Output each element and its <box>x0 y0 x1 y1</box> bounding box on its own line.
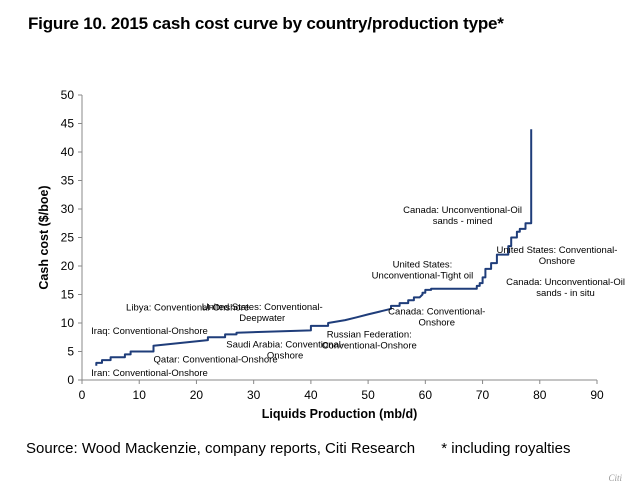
annotation-line: Canada: Unconventional-Oil <box>403 205 522 216</box>
annotation-line: Canada: Unconventional-Oil <box>506 277 625 288</box>
annotation-line: Libya: Conventional-Onshore <box>126 302 249 313</box>
chart-series <box>95 129 533 366</box>
x-tick-label: 0 <box>79 388 86 402</box>
annotation-line: United States: <box>393 260 453 271</box>
annotation-line: United States: Conventional- <box>202 302 323 313</box>
y-tick-label: 50 <box>61 88 75 102</box>
y-tick-label: 15 <box>61 288 75 302</box>
citi-watermark: Citi <box>608 473 622 483</box>
cost-curve-line <box>95 129 533 366</box>
y-tick-label: 5 <box>67 345 74 359</box>
x-tick-label: 10 <box>133 388 147 402</box>
annotation-line: Saudi Arabia: Conventional- <box>226 340 344 351</box>
y-tick-label: 45 <box>61 117 75 131</box>
y-tick-labels: 0 5 10 15 20 25 30 35 40 45 50 <box>61 88 75 387</box>
annotation-line: sands - mined <box>433 216 493 227</box>
annotation-label: Qatar: Conventional-Onshore <box>154 354 278 365</box>
annotation-label: Saudi Arabia: Conventional-Onshore <box>226 340 344 362</box>
annotation-line: Iran: Conventional-Onshore <box>91 368 208 379</box>
figure-title: Figure 10. 2015 cash cost curve by count… <box>28 14 504 33</box>
annotation-line: Qatar: Conventional-Onshore <box>154 354 278 365</box>
annotation-line: sands - in situ <box>536 288 595 299</box>
chart-annotations: Iran: Conventional-Onshore Qatar: Convent… <box>91 205 625 379</box>
annotation-label: Iraq: Conventional-Onshore <box>91 326 208 337</box>
annotation-line: United States: Conventional- <box>496 245 617 256</box>
annotation-line: Conventional-Onshore <box>322 340 417 351</box>
annotation-label: Libya: Conventional-Onshore <box>126 302 249 313</box>
x-axis-label: Liquids Production (mb/d) <box>262 407 418 421</box>
y-tick-label: 20 <box>61 259 75 273</box>
y-tick-label: 25 <box>61 231 75 245</box>
source-line: Source: Wood Mackenzie, company reports,… <box>26 440 570 457</box>
annotation-label: United States: Conventional-Onshore <box>496 245 617 267</box>
annotation-label: Canada: Conventional-Onshore <box>388 306 485 328</box>
y-tick-label: 30 <box>61 202 75 216</box>
y-tick-label: 40 <box>61 145 75 159</box>
y-tick-label: 35 <box>61 174 75 188</box>
annotation-line: Russian Federation: <box>327 329 412 340</box>
x-tick-label: 40 <box>304 388 318 402</box>
x-tick-label: 90 <box>590 388 604 402</box>
cash-cost-chart: 0 10 20 30 40 50 60 70 80 90 0 5 10 15 20 25 30 35 40 45 50… <box>37 88 625 421</box>
x-tick-label: 50 <box>361 388 375 402</box>
y-axis-label: Cash cost ($/boe) <box>37 185 51 289</box>
annotation-line: Iraq: Conventional-Onshore <box>91 326 208 337</box>
annotation-line: Onshore <box>539 256 575 267</box>
annotation-label: Iran: Conventional-Onshore <box>91 368 208 379</box>
annotation-line: Deepwater <box>239 313 285 324</box>
annotation-line: Unconventional-Tight oil <box>372 271 474 282</box>
annotation-label: Russian Federation: Conventional-Onshore <box>322 329 417 351</box>
annotation-line: Canada: Conventional- <box>388 306 485 317</box>
y-tick-label: 10 <box>61 316 75 330</box>
source-text: Source: Wood Mackenzie, company reports,… <box>26 440 416 457</box>
annotation-label: Canada: Unconventional-Oil sands - mined <box>403 205 522 227</box>
y-tick-label: 0 <box>67 373 74 387</box>
x-tick-label: 70 <box>476 388 490 402</box>
x-tick-label: 80 <box>533 388 547 402</box>
x-tick-label: 20 <box>190 388 204 402</box>
annotation-line: Onshore <box>419 317 455 328</box>
x-tick-labels: 0 10 20 30 40 50 60 70 80 90 <box>79 388 604 402</box>
annotation-line: Onshore <box>267 351 303 362</box>
annotation-label: United States: Conventional-Deepwater <box>202 302 323 324</box>
annotation-label: Canada: Unconventional-Oil sands - in sit… <box>506 277 625 299</box>
x-tick-label: 30 <box>247 388 261 402</box>
annotation-label: United States: Unconventional-Tight oil <box>372 260 474 282</box>
chart-axes <box>78 94 598 384</box>
source-note: * including royalties <box>441 440 571 457</box>
x-tick-label: 60 <box>419 388 433 402</box>
